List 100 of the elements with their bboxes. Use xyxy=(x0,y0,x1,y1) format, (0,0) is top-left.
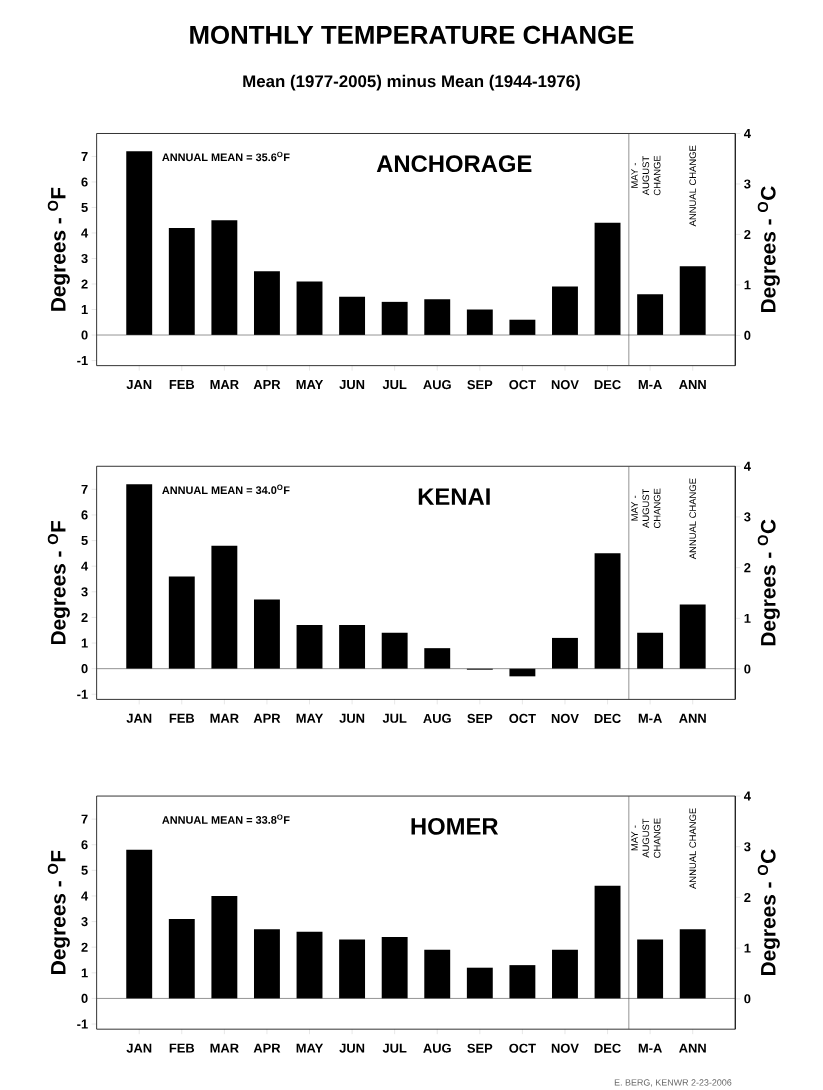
bar xyxy=(254,929,280,999)
bar xyxy=(594,553,621,669)
bar xyxy=(168,576,195,669)
x-tick-label: APR xyxy=(253,380,281,389)
x-tick-label: JUL xyxy=(382,380,407,390)
y-tick-label: 5 xyxy=(81,536,88,546)
annotation: MAY - AUGUST CHANGE xyxy=(631,488,661,528)
y-axis-title: Degrees - $^{O}$F xyxy=(47,850,70,974)
bar xyxy=(168,919,195,999)
x-tick-label: AUG xyxy=(423,713,451,723)
y-tick-label: 1 xyxy=(81,305,88,314)
x-tick-label: APR xyxy=(253,1043,281,1053)
x-tick-label: APR xyxy=(253,713,281,723)
x-tick-label: OCT xyxy=(509,713,536,723)
y2-tick-label: 0 xyxy=(744,664,751,674)
x-tick-label: JAN xyxy=(126,380,152,390)
bar xyxy=(126,849,153,999)
annotation: ANCHORAGE xyxy=(376,155,532,173)
bar xyxy=(552,286,578,336)
bar xyxy=(594,885,621,999)
bar xyxy=(679,604,706,669)
annotation: HOMER xyxy=(411,817,499,835)
x-tick-label: MAY xyxy=(296,1043,324,1053)
bar xyxy=(509,668,536,677)
y-tick-label: 4 xyxy=(81,891,89,901)
y2-tick-label: 0 xyxy=(744,330,751,340)
y-tick-label: 7 xyxy=(81,814,88,824)
annotation: ANNUAL MEAN = 33.8$^{O}$F xyxy=(162,814,290,824)
y2-tick-label: 2 xyxy=(744,563,751,573)
y2-tick-label: 3 xyxy=(744,842,751,852)
x-tick-label: DEC xyxy=(594,1043,621,1053)
y2-tick-label: 3 xyxy=(744,179,751,189)
y2-tick-label: 4 xyxy=(744,791,751,801)
bar xyxy=(637,632,664,669)
x-tick-label: ANN xyxy=(679,1043,706,1053)
y2-axis-title: Degrees - $^{O}$C xyxy=(757,519,780,646)
y2-axis-title: Degrees - $^{O}$C xyxy=(757,186,780,313)
bar xyxy=(424,299,451,336)
y-tick-label: 2 xyxy=(81,942,88,952)
x-tick-label: FEB xyxy=(169,713,195,723)
bar xyxy=(381,301,408,336)
x-tick-label: MAR xyxy=(210,1043,239,1053)
bar xyxy=(637,939,664,999)
y-tick-label: 0 xyxy=(81,664,88,674)
x-tick-label: NOV xyxy=(551,380,579,390)
bar xyxy=(509,319,536,336)
bar xyxy=(211,895,238,999)
bar xyxy=(168,227,195,336)
x-tick-label: NOV xyxy=(551,1043,579,1053)
y-tick-label: 6 xyxy=(81,177,88,187)
x-tick-label: ANN xyxy=(679,713,706,723)
x-tick-label: OCT xyxy=(509,1043,536,1053)
chart-title: MONTHLY TEMPERATURE CHANGE xyxy=(190,25,634,44)
x-tick-label: SEP xyxy=(467,380,493,390)
y-tick-label: 6 xyxy=(81,840,88,850)
annotation: ANNUAL CHANGE xyxy=(689,145,697,227)
x-tick-label: DEC xyxy=(594,713,621,723)
bar xyxy=(254,599,280,669)
y2-tick-label: 4 xyxy=(744,461,751,471)
y2-tick-label: 0 xyxy=(744,994,751,1004)
annotation: KENAI xyxy=(418,488,490,505)
y2-axis-title: Degrees - $^{O}$C xyxy=(757,849,780,976)
y-tick-label: 0 xyxy=(81,993,88,1003)
bar xyxy=(552,949,578,999)
y-tick-label: 6 xyxy=(81,510,88,520)
y-tick-label: 4 xyxy=(81,561,89,571)
x-tick-label: AUG xyxy=(423,380,451,390)
x-tick-label: MAR xyxy=(210,713,239,723)
annotation: MAY - AUGUST CHANGE xyxy=(631,155,661,196)
y-tick-label: 7 xyxy=(81,484,88,494)
x-tick-label: NOV xyxy=(551,713,579,723)
y-tick-label: 5 xyxy=(81,202,88,212)
x-tick-label: DEC xyxy=(594,380,621,390)
x-tick-label: MAY xyxy=(296,713,324,723)
annotation: ANNUAL MEAN = 34.0$^{O}$F xyxy=(162,484,290,495)
y-tick-label: 2 xyxy=(81,612,88,622)
y2-tick-label: 1 xyxy=(744,280,751,290)
y2-tick-label: 4 xyxy=(744,129,751,138)
y-tick-label: 1 xyxy=(81,638,88,648)
y-axis-title: Degrees - $^{O}$F xyxy=(47,187,70,311)
y-axis-title: Degrees - $^{O}$F xyxy=(47,520,70,645)
x-tick-label: MAR xyxy=(210,380,239,389)
y-tick-label: 3 xyxy=(81,253,88,264)
x-tick-label: M-A xyxy=(638,380,662,389)
bar xyxy=(679,266,706,336)
y-tick-label: 3 xyxy=(81,587,88,597)
y2-tick-label: 2 xyxy=(744,229,751,239)
y-tick-label: 1 xyxy=(81,968,88,978)
y2-tick-label: 3 xyxy=(744,512,751,522)
x-tick-label: JUN xyxy=(339,380,365,390)
x-tick-label: FEB xyxy=(169,380,195,389)
y-tick-label: -1 xyxy=(77,1019,88,1029)
x-tick-label: OCT xyxy=(509,380,536,390)
y-tick-label: 2 xyxy=(81,279,88,289)
text: E. BERG, KENWR 2-23-2006 xyxy=(614,1079,732,1087)
y-tick-label: 3 xyxy=(81,917,88,927)
bar xyxy=(466,309,493,336)
y-tick-label: 0 xyxy=(81,330,88,340)
bar xyxy=(211,220,238,336)
bar xyxy=(211,545,238,669)
